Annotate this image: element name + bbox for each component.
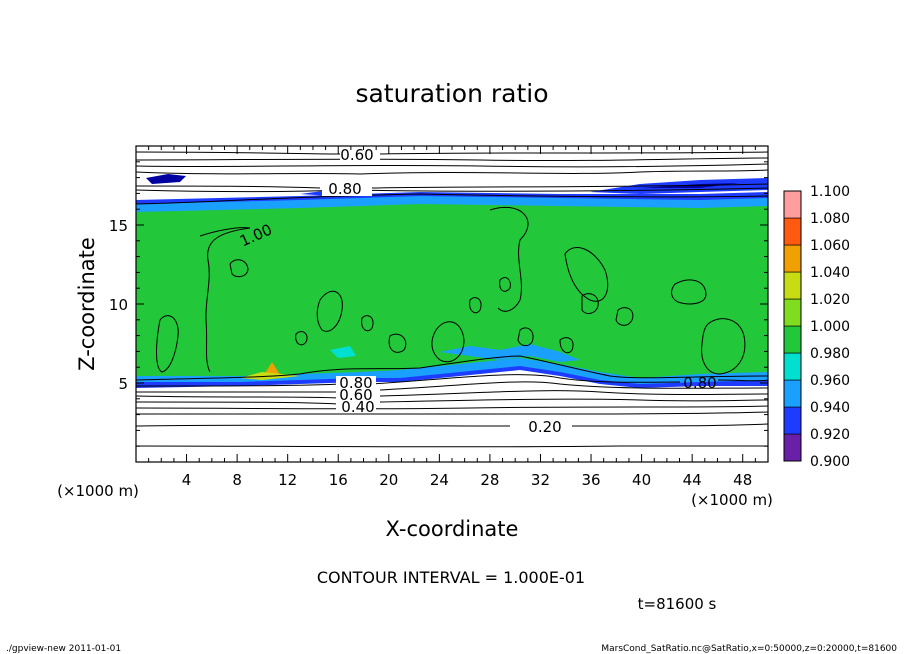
colorbar-swatch xyxy=(783,271,802,300)
contour-label: 0.80 xyxy=(339,374,372,392)
colorbar: 0.900 0.920 0.940 0.960 0.980 1.000 1.020 1.040… xyxy=(783,184,850,470)
colorbar-swatch xyxy=(783,244,802,273)
colorbar-label: 1.040 xyxy=(810,265,850,281)
x-tick-label: 44 xyxy=(683,471,702,489)
plot-area: 0.60 0.80 1.00 0.80 0.60 0.40 0.20 0.80 xyxy=(136,146,768,462)
colorbar-label: 0.940 xyxy=(810,400,850,416)
contour-label-group: 0.60 0.80 1.00 0.80 0.60 0.40 0.20 0.80 xyxy=(237,146,717,436)
y-axis-label: Z-coordinate xyxy=(75,237,99,371)
z-axis-ticks: 5 10 15 xyxy=(109,161,768,447)
colorbar-swatch xyxy=(783,190,802,219)
footer-right: MarsCond_SatRatio.nc@SatRatio,x=0:50000,… xyxy=(601,644,897,654)
x-tick-label: 20 xyxy=(379,471,398,489)
z-axis-unit: (×1000 m) xyxy=(57,482,139,500)
colorbar-swatch xyxy=(783,325,802,354)
bottom-boundary-band xyxy=(136,358,768,386)
x-tick-label: 32 xyxy=(531,471,550,489)
colorbar-swatch xyxy=(783,298,802,327)
x-tick-label: 24 xyxy=(430,471,449,489)
footer-left: ./gpview-new 2011-01-01 xyxy=(6,644,121,654)
z-tick-label: 15 xyxy=(109,217,128,235)
colorbar-label: 1.000 xyxy=(810,319,850,335)
x-axis-label: X-coordinate xyxy=(386,517,519,541)
upper-patch-left xyxy=(146,174,186,184)
x-tick-label: 8 xyxy=(232,471,242,489)
x-tick-label: 40 xyxy=(632,471,651,489)
cyan-cells-2 xyxy=(330,346,356,358)
colorbar-label: 0.920 xyxy=(810,427,850,443)
x-tick-label: 36 xyxy=(581,471,600,489)
contour-label: 0.40 xyxy=(341,398,374,416)
contour-label: 0.60 xyxy=(340,146,373,164)
saturation-region xyxy=(136,200,768,382)
colorbar-swatch xyxy=(783,352,802,381)
x-axis-unit: (×1000 m) xyxy=(691,491,773,509)
contour-label: 0.80 xyxy=(328,180,361,198)
colorbar-label: 0.960 xyxy=(810,373,850,389)
x-tick-label: 28 xyxy=(480,471,499,489)
contour-interval-note: CONTOUR INTERVAL = 1.000E-01 xyxy=(317,568,585,587)
colorbar-label: 0.900 xyxy=(810,454,850,470)
contour-label: 0.20 xyxy=(528,418,561,436)
contour-label: 0.60 xyxy=(339,386,372,404)
colorbar-frame xyxy=(783,190,802,462)
time-annotation: t=81600 s xyxy=(638,595,717,613)
colorbar-label: 1.100 xyxy=(810,184,850,200)
colorbar-label: 1.020 xyxy=(810,292,850,308)
colorbar-label: 0.980 xyxy=(810,346,850,362)
bottom-boundary-dark xyxy=(136,366,768,388)
x-tick-label: 16 xyxy=(329,471,348,489)
x-tick-label: 4 xyxy=(182,471,192,489)
x-tick-label: 48 xyxy=(733,471,752,489)
colorbar-swatch xyxy=(783,406,802,435)
x-tick-label: 12 xyxy=(278,471,297,489)
contour-lines xyxy=(136,151,768,448)
chart-title: saturation ratio xyxy=(355,79,548,108)
contour-label: 0.80 xyxy=(683,374,716,392)
colorbar-swatch xyxy=(783,433,802,462)
top-boundary-dark xyxy=(136,192,768,204)
colorbar-label: 1.080 xyxy=(810,211,850,227)
z-tick-label: 5 xyxy=(118,375,128,393)
colorbar-label: 1.060 xyxy=(810,238,850,254)
z-tick-label: 10 xyxy=(109,296,128,314)
colorbar-swatch xyxy=(783,379,802,408)
x-axis-ticks: 4 8 12 16 20 24 28 32 36 40 44 48 xyxy=(148,146,756,489)
colorbar-swatch xyxy=(783,217,802,246)
cyan-cells xyxy=(440,344,580,362)
